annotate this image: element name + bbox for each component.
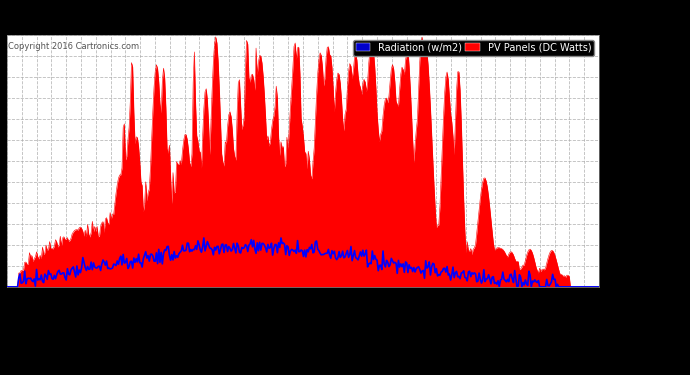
Title: Total PV Power & Solar Radiation Fri Sep 16 18:47: Total PV Power & Solar Radiation Fri Sep… (88, 19, 518, 34)
Text: Copyright 2016 Cartronics.com: Copyright 2016 Cartronics.com (8, 42, 139, 51)
Legend: Radiation (w/m2), PV Panels (DC Watts): Radiation (w/m2), PV Panels (DC Watts) (353, 40, 594, 56)
